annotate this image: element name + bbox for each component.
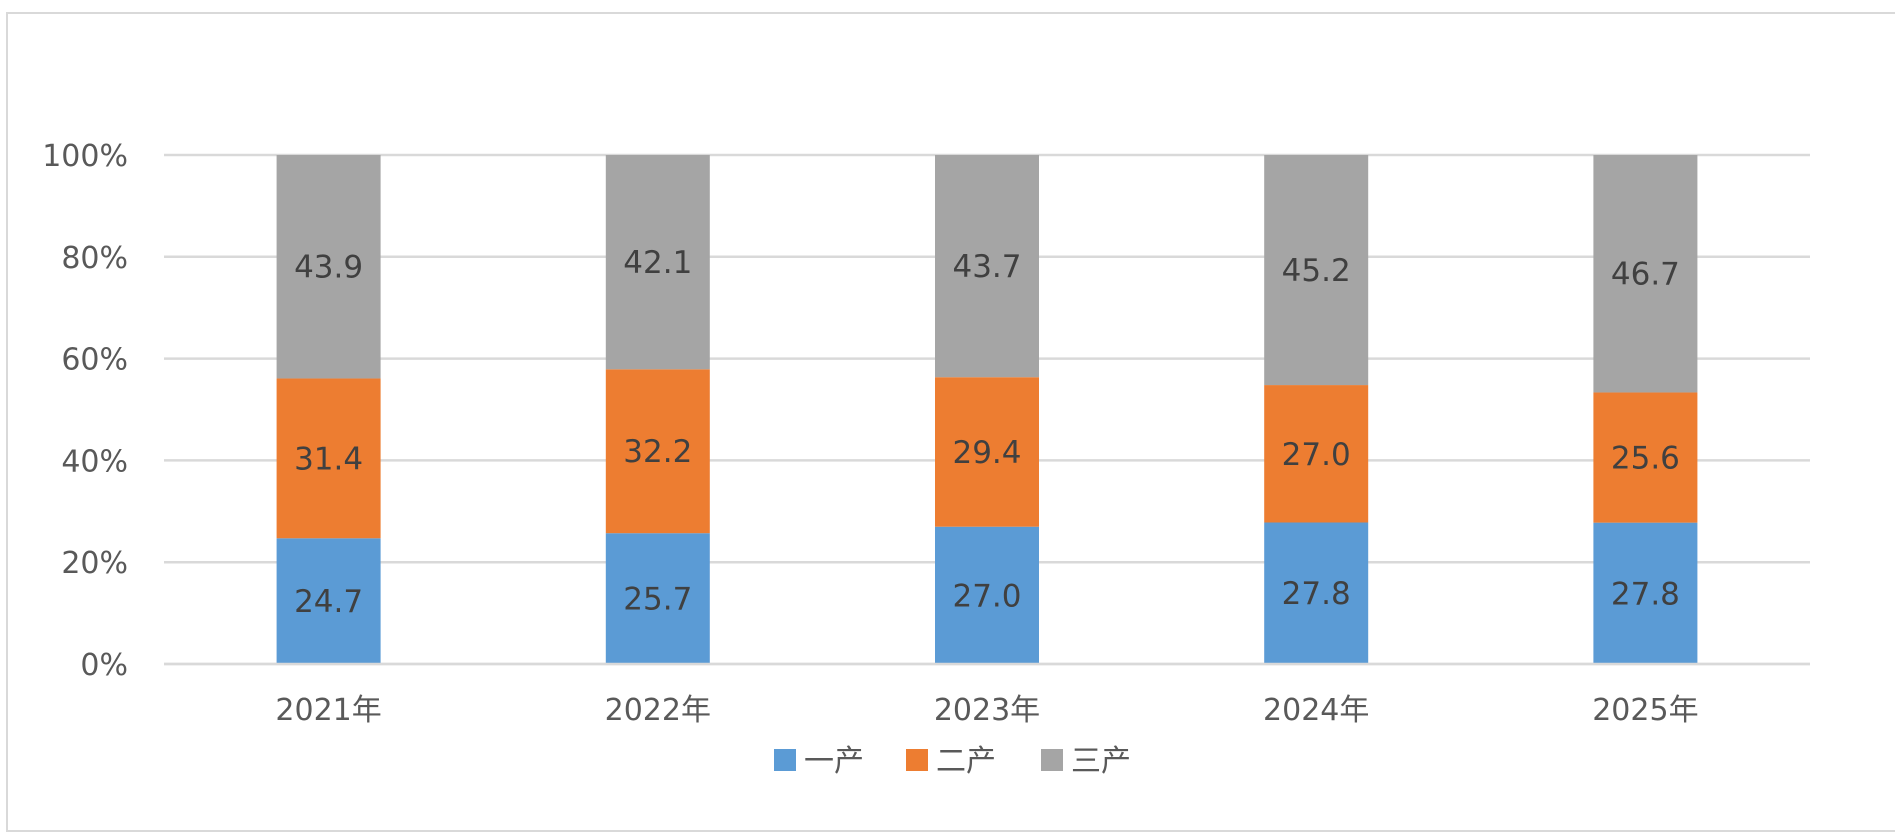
data-labels: 24.7 31.4 43.9 25.7 32.2 42.1 27.0 29.4 43.7 27.8…	[294, 245, 1680, 620]
data-label: 27.0	[1282, 437, 1351, 473]
legend: 一产 二产 三产	[774, 744, 1131, 779]
x-axis: 2021年 2022年 2023年 2024年 2025年	[164, 662, 1810, 728]
x-tick-label: 2024年	[1263, 693, 1369, 728]
data-label: 32.2	[623, 434, 692, 470]
bar-segment	[605, 369, 710, 534]
x-tick-label: 2023年	[934, 693, 1040, 728]
data-label: 27.0	[952, 578, 1021, 614]
bar-segment	[1593, 522, 1698, 664]
y-axis: 0% 20% 40% 60% 80% 100%	[42, 139, 128, 683]
bar-segment	[935, 526, 1039, 664]
y-tick-label: 40%	[61, 444, 128, 479]
bar-segment	[935, 377, 1039, 527]
bar-segment	[605, 533, 710, 664]
data-label: 46.7	[1611, 257, 1680, 293]
legend-item: 三产	[1041, 744, 1131, 779]
data-label: 24.7	[294, 584, 363, 620]
bar-segment	[1264, 385, 1369, 523]
stacked-percent-bar-chart: 24.7 31.4 43.9 25.7 32.2 42.1 27.0 29.4 43.7 27.8…	[42, 139, 1810, 779]
bars	[276, 155, 1698, 664]
data-label: 25.7	[623, 582, 692, 618]
bar-segment	[605, 155, 710, 370]
legend-item: 一产	[774, 744, 864, 779]
data-label: 42.1	[623, 245, 692, 281]
data-label: 27.8	[1611, 576, 1680, 612]
legend-swatch	[774, 749, 796, 771]
bar-segment	[1593, 392, 1698, 523]
bar-segment	[935, 155, 1039, 378]
legend-label: 一产	[804, 744, 864, 779]
bar-segment	[276, 378, 381, 539]
x-tick-label: 2021年	[275, 693, 381, 728]
data-label: 31.4	[294, 441, 363, 477]
y-tick-label: 60%	[61, 343, 128, 378]
data-label: 25.6	[1611, 441, 1680, 477]
y-tick-label: 0%	[80, 648, 128, 683]
x-tick-label: 2022年	[605, 693, 711, 728]
bar-segment	[276, 155, 381, 379]
x-tick-label: 2025年	[1592, 693, 1698, 728]
bar-segment	[1264, 522, 1369, 664]
y-tick-label: 20%	[61, 546, 128, 581]
bar-segment	[1264, 155, 1369, 386]
bar-segment	[1593, 155, 1698, 393]
data-label: 43.9	[294, 250, 363, 286]
data-label: 29.4	[952, 435, 1021, 471]
y-tick-label: 100%	[42, 139, 128, 174]
data-label: 45.2	[1282, 253, 1351, 289]
bar-segment	[276, 538, 381, 664]
legend-label: 二产	[936, 744, 996, 779]
y-tick-label: 80%	[61, 241, 128, 276]
legend-label: 三产	[1071, 744, 1131, 779]
data-label: 27.8	[1282, 576, 1351, 612]
legend-item: 二产	[906, 744, 996, 779]
data-label: 43.7	[952, 249, 1021, 285]
legend-swatch	[1041, 749, 1063, 771]
legend-swatch	[906, 749, 928, 771]
